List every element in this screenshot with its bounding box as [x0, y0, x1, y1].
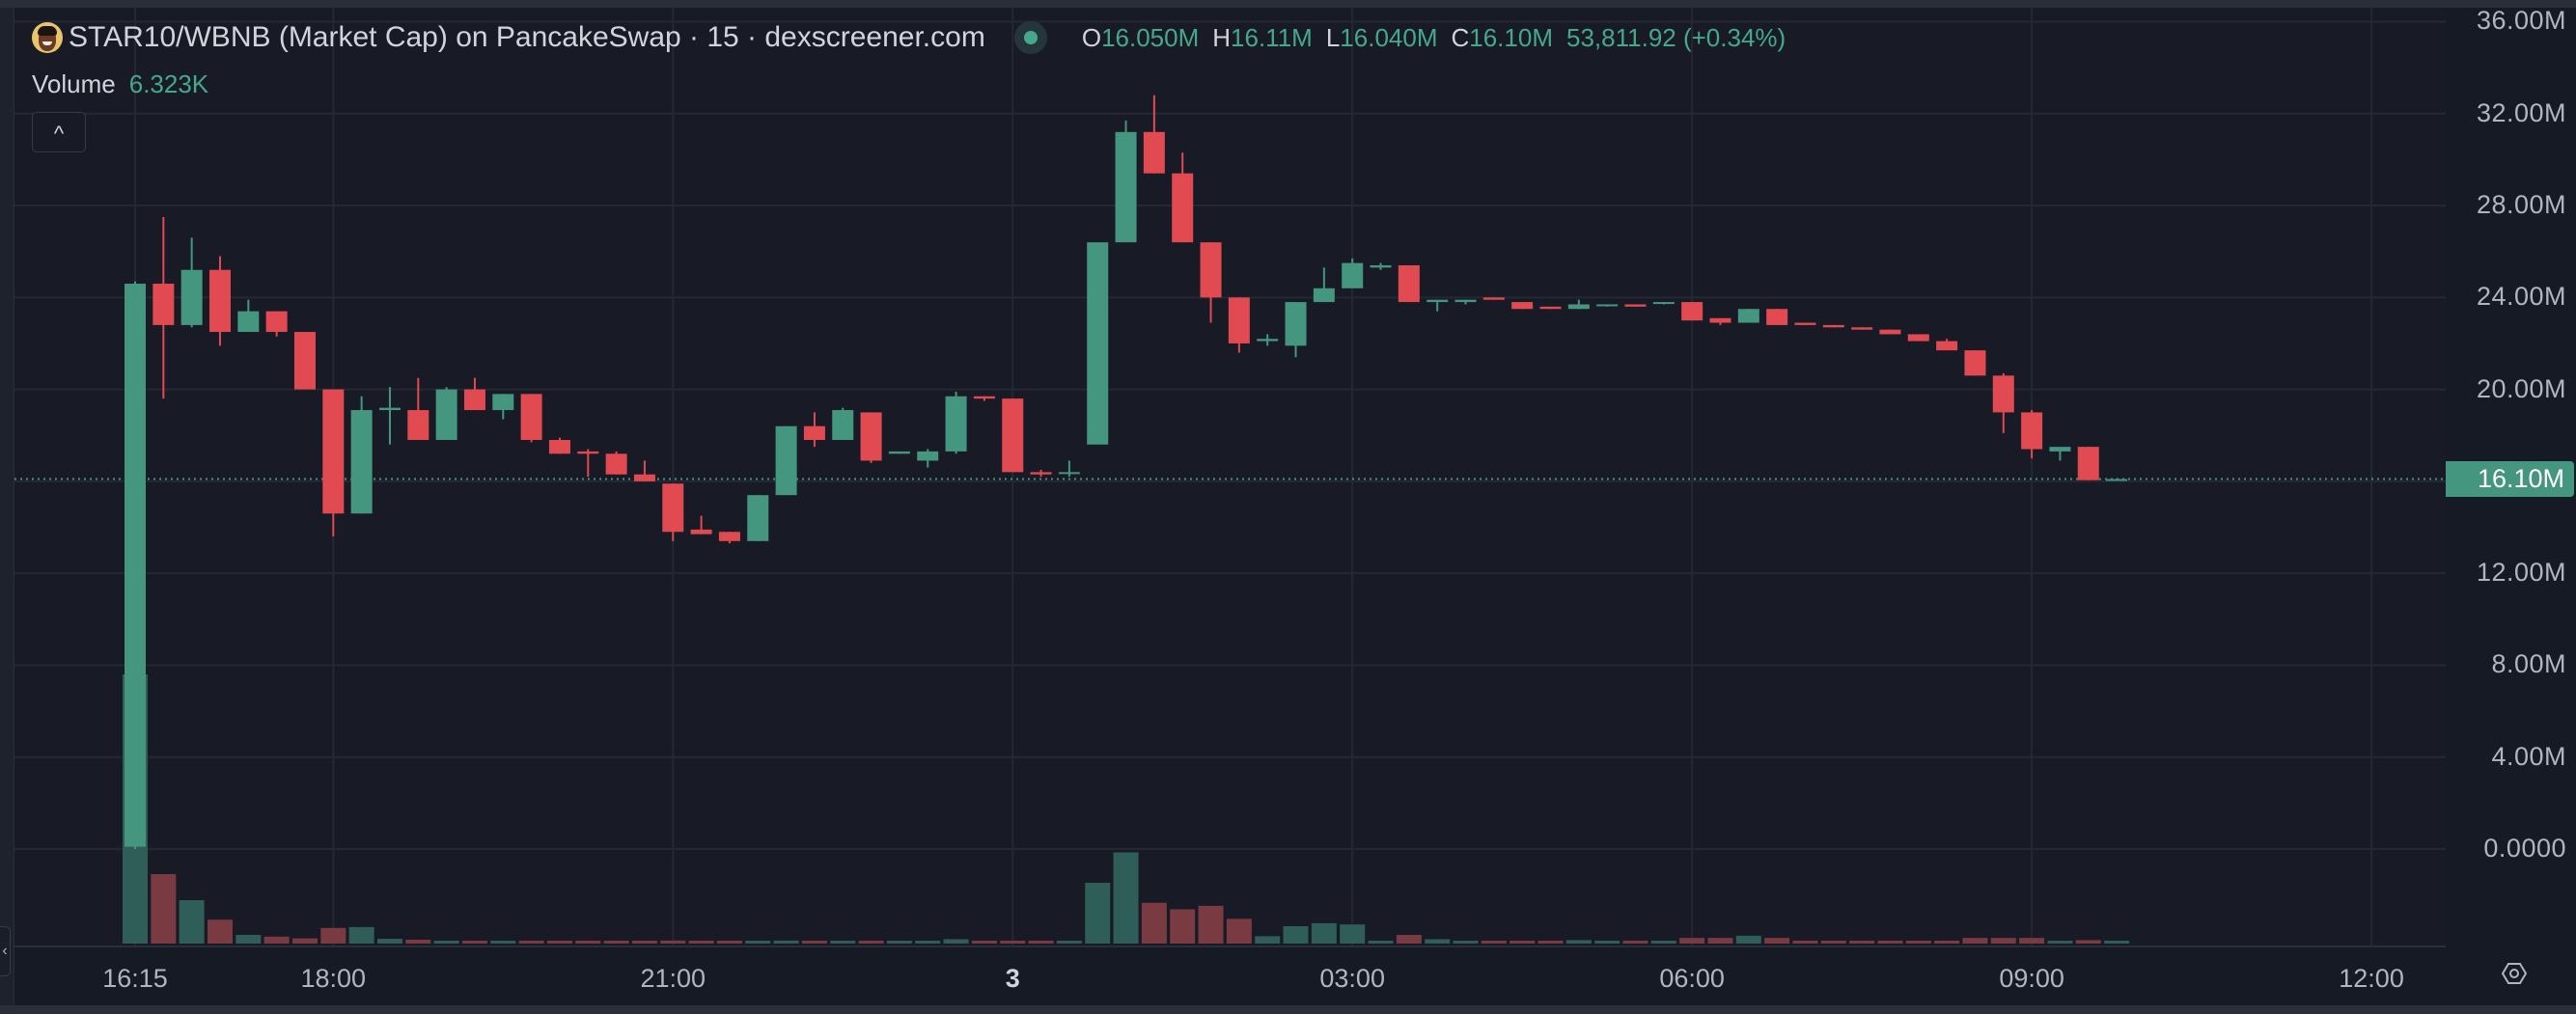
- bottom-border: [0, 1005, 2576, 1014]
- open-label: O: [1081, 22, 1102, 52]
- price-axis-label: 28.00M: [2476, 190, 2566, 220]
- close-value: 16.10M: [1469, 22, 1553, 52]
- time-axis-label: 18:00: [300, 964, 367, 993]
- chevron-up-icon: ^: [53, 122, 65, 146]
- price-axis-label: 0.0000: [2483, 834, 2566, 863]
- top-border: [0, 0, 2576, 8]
- price-axis-label: 12.00M: [2476, 558, 2566, 588]
- volume-value: 6.323K: [128, 69, 209, 98]
- market-status-icon: [1013, 21, 1047, 54]
- time-axis[interactable]: 16:15 18:00 21:00 3 03:00 06:00 09:00 12:00: [14, 945, 2446, 1007]
- price-axis-label: 24.00M: [2476, 282, 2566, 312]
- price-change: 53,811.92 (+0.34%): [1566, 22, 1787, 52]
- time-axis-label: 12:00: [2339, 964, 2404, 993]
- high-value: 16.11M: [1231, 22, 1313, 52]
- time-axis-label: 21:00: [640, 964, 706, 993]
- ohlc-values: O 16.050M H 16.11M L 16.040M C 16.10M 53,811…: [1082, 23, 1786, 53]
- chevron-left-icon: ‹: [2, 943, 8, 959]
- left-sidebar-edge: [0, 8, 14, 1014]
- chart-legend: STAR10/WBNB (Market Cap) on PancakeSwap …: [32, 21, 1786, 54]
- chart-title: STAR10/WBNB (Market Cap) on PancakeSwap …: [69, 21, 985, 53]
- time-axis-label: 16:15: [102, 964, 168, 993]
- candlestick-plot[interactable]: [14, 8, 2446, 945]
- collapse-legend-button[interactable]: ^: [32, 112, 86, 152]
- price-axis-label: 20.00M: [2476, 373, 2566, 403]
- chart-pane[interactable]: [14, 8, 2446, 945]
- close-label: C: [1451, 22, 1470, 52]
- price-axis-label: 4.00M: [2491, 741, 2566, 771]
- time-axis-label: 03:00: [1319, 964, 1385, 993]
- time-axis-label: 06:00: [1659, 964, 1725, 993]
- time-axis-label: 09:00: [1999, 964, 2064, 993]
- price-axis-label: 32.00M: [2476, 97, 2566, 127]
- collapse-left-panel-button[interactable]: ‹: [0, 926, 11, 976]
- low-value: 16.040M: [1340, 22, 1438, 52]
- price-axis-label: 36.00M: [2476, 6, 2566, 36]
- time-axis-label: 3: [1005, 964, 1020, 993]
- current-price-tag: 16.10M: [2446, 461, 2574, 498]
- open-value: 16.050M: [1101, 22, 1200, 52]
- token-avatar: [32, 22, 63, 53]
- volume-label: Volume: [32, 69, 116, 98]
- low-label: L: [1325, 22, 1341, 52]
- volume-legend: Volume 6.323K: [32, 69, 208, 99]
- high-label: H: [1212, 22, 1232, 52]
- chart-settings-icon[interactable]: [2500, 959, 2529, 988]
- price-axis-label: 8.00M: [2491, 649, 2566, 679]
